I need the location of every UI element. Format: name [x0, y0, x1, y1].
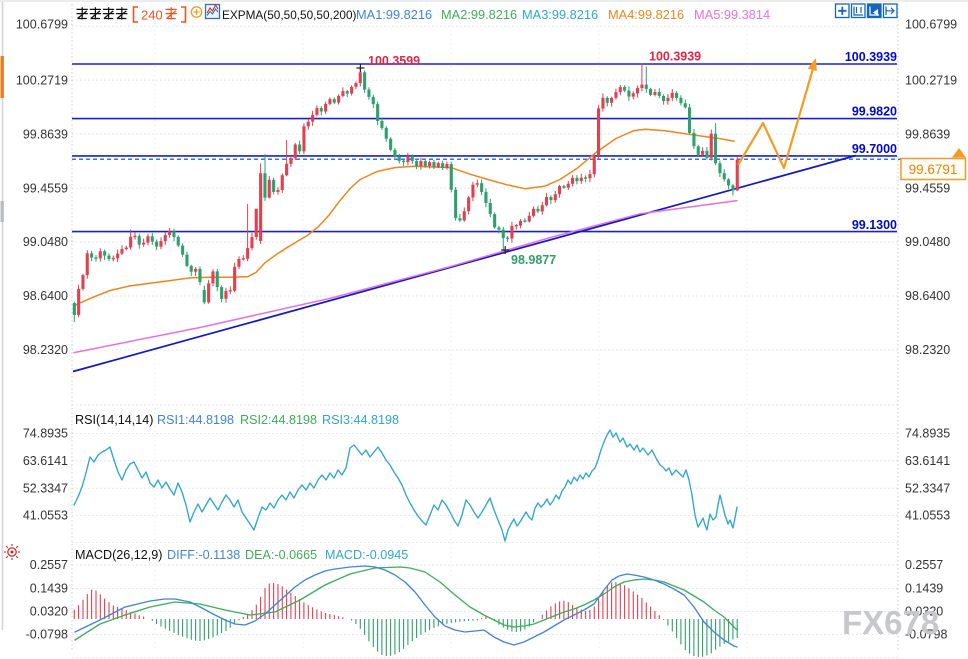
svg-text:52.3347: 52.3347	[905, 481, 950, 495]
svg-text:41.0553: 41.0553	[905, 509, 950, 523]
svg-text:100.2719: 100.2719	[16, 73, 68, 87]
svg-text:99.8639: 99.8639	[905, 127, 950, 141]
svg-text:100.3939: 100.3939	[649, 50, 701, 64]
svg-text:RSI(14,14,14): RSI(14,14,14)	[75, 413, 153, 427]
svg-text:-0.0798: -0.0798	[26, 628, 68, 642]
svg-text:0.2557: 0.2557	[905, 558, 943, 572]
svg-text:41.0553: 41.0553	[23, 509, 68, 523]
svg-text:RSI1:44.8198: RSI1:44.8198	[157, 413, 234, 427]
svg-text:DIFF:-0.1138: DIFF:-0.1138	[167, 548, 240, 562]
svg-text:99.8639: 99.8639	[23, 127, 68, 141]
svg-text:100.3939: 100.3939	[845, 50, 897, 64]
svg-text:99.6791: 99.6791	[909, 162, 958, 177]
svg-text:99.7000: 99.7000	[852, 142, 897, 156]
svg-text:FX678: FX678	[842, 604, 939, 641]
svg-text:MACD:-0.0945: MACD:-0.0945	[325, 548, 408, 562]
svg-text:98.6400: 98.6400	[905, 289, 950, 303]
svg-text:-0.0798: -0.0798	[905, 628, 947, 642]
svg-text:98.6400: 98.6400	[23, 289, 68, 303]
svg-text:DEA:-0.0665: DEA:-0.0665	[245, 548, 317, 562]
svg-text:100.3599: 100.3599	[368, 54, 420, 68]
svg-text:99.4559: 99.4559	[23, 181, 68, 195]
svg-text:52.3347: 52.3347	[23, 481, 68, 495]
svg-text:99.0480: 99.0480	[23, 235, 68, 249]
svg-text:100.2719: 100.2719	[905, 73, 957, 87]
svg-text:0.2557: 0.2557	[30, 558, 68, 572]
svg-text:63.6141: 63.6141	[905, 454, 950, 468]
svg-text:0.0320: 0.0320	[905, 605, 943, 619]
svg-text:74.8935: 74.8935	[23, 427, 68, 441]
svg-text:99.9820: 99.9820	[852, 105, 897, 119]
svg-text:240: 240	[141, 8, 163, 23]
svg-text:99.1300: 99.1300	[852, 218, 897, 232]
svg-text:EXPMA(50,50,50,50,200): EXPMA(50,50,50,50,200)	[222, 8, 357, 22]
svg-text:99.0480: 99.0480	[905, 235, 950, 249]
svg-text:RSI2:44.8198: RSI2:44.8198	[240, 413, 317, 427]
svg-text:74.8935: 74.8935	[905, 427, 950, 441]
svg-text:99.4559: 99.4559	[905, 181, 950, 195]
svg-text:0.1439: 0.1439	[30, 582, 68, 596]
svg-text:98.2320: 98.2320	[905, 343, 950, 357]
svg-text:0.0320: 0.0320	[30, 605, 68, 619]
svg-text:100.6799: 100.6799	[905, 17, 957, 31]
svg-text:MA2:99.8216: MA2:99.8216	[441, 7, 517, 22]
svg-text:MACD(26,12,9): MACD(26,12,9)	[75, 548, 163, 562]
svg-text:98.2320: 98.2320	[23, 343, 68, 357]
svg-text:98.9877: 98.9877	[511, 253, 556, 267]
svg-text:MA1:99.8216: MA1:99.8216	[356, 7, 432, 22]
svg-text:MA5:99.3814: MA5:99.3814	[694, 7, 770, 22]
svg-text:MA3:99.8216: MA3:99.8216	[522, 7, 598, 22]
svg-text:0.1439: 0.1439	[905, 582, 943, 596]
svg-text:63.6141: 63.6141	[23, 454, 68, 468]
svg-text:RSI3:44.8198: RSI3:44.8198	[322, 413, 399, 427]
svg-text:MA4:99.8216: MA4:99.8216	[608, 7, 684, 22]
svg-text:100.6799: 100.6799	[16, 17, 68, 31]
